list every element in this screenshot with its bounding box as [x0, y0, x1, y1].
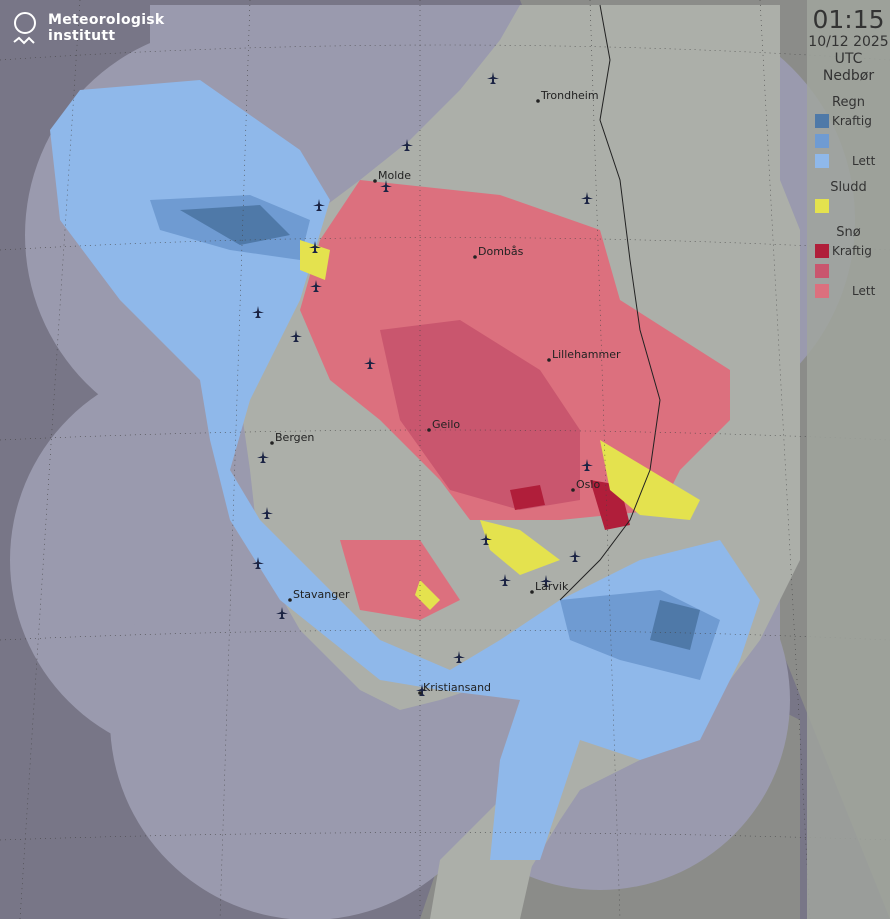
airplane-icon: [364, 357, 376, 369]
snow-light-label: Lett: [852, 283, 876, 298]
city-label: Trondheim: [540, 89, 599, 102]
snow-label: Snø: [836, 225, 861, 240]
airplane-icon: [310, 280, 322, 292]
city-marker: [547, 358, 551, 362]
rain-heavy-label: Kraftig: [832, 113, 872, 128]
precipitation: [50, 80, 760, 860]
city-label: Stavanger: [293, 588, 350, 601]
rain-light-swatch: [815, 153, 829, 168]
airplane-icon: [380, 180, 392, 192]
airplane-icon: [487, 72, 499, 84]
snow-light-swatch: [815, 283, 829, 298]
city-marker: [373, 179, 377, 183]
city-label: Geilo: [432, 418, 460, 431]
time-label: 01:15: [812, 5, 885, 34]
airplane-icon: [581, 192, 593, 204]
legend-panel: 01:15 10/12 2025 UTC Nedbør Regn Kraftig…: [807, 0, 890, 919]
airplane-icon: [252, 306, 264, 318]
airplane-icon: [257, 451, 269, 463]
city-marker: [270, 441, 274, 445]
country-border: [559, 4, 661, 601]
timezone-label: UTC: [834, 51, 863, 67]
city-marker: [530, 590, 534, 594]
airplane-icon: [290, 330, 302, 342]
airplane-icon: [416, 684, 428, 696]
city-marker: [473, 255, 477, 259]
airplane-icon: [401, 139, 413, 151]
snow-heavy-swatch: [815, 243, 829, 258]
rain-light-label: Lett: [852, 153, 876, 168]
airplane-icon: [252, 557, 264, 569]
city-label: Oslo: [576, 478, 600, 491]
airplane-icon: [309, 241, 321, 253]
city-label: Larvik: [535, 580, 569, 593]
city-marker: [427, 428, 431, 432]
city-label: Bergen: [275, 431, 314, 444]
airplane-icon: [313, 199, 325, 211]
airplane-icon: [276, 607, 288, 619]
airplane-icon: [540, 575, 552, 587]
date-label: 10/12 2025: [808, 34, 889, 50]
airplane-icon: [499, 574, 511, 586]
airplane-icon: [480, 533, 492, 545]
rain-label: Regn: [832, 95, 865, 110]
sleet-label: Sludd: [830, 180, 867, 195]
rain-heavy-swatch: [815, 113, 829, 128]
city-marker: [418, 691, 422, 695]
airplane-icon: [453, 651, 465, 663]
sleet-swatch: [815, 198, 829, 213]
airplane-icon: [569, 550, 581, 562]
airplane-icon: [581, 459, 593, 471]
airplane-icon: [261, 507, 273, 519]
logo-line2: institutt: [48, 28, 116, 44]
city-label: Molde: [378, 169, 411, 182]
city-label: Lillehammer: [552, 348, 621, 361]
city-marker: [536, 99, 540, 103]
city-marker: [288, 598, 292, 602]
city-label: Kristiansand: [423, 681, 491, 694]
rain-moderate-swatch: [815, 133, 829, 148]
city-marker: [571, 488, 575, 492]
snow-moderate-swatch: [815, 263, 829, 278]
snow-heavy-label: Kraftig: [832, 243, 872, 258]
met-logo-icon: [13, 12, 36, 45]
logo-line1: Meteorologisk: [48, 12, 165, 28]
legend-title: Nedbør: [822, 68, 875, 84]
city-label: Dombås: [478, 245, 524, 258]
met-logo[interactable]: Meteorologisk institutt: [12, 12, 165, 50]
